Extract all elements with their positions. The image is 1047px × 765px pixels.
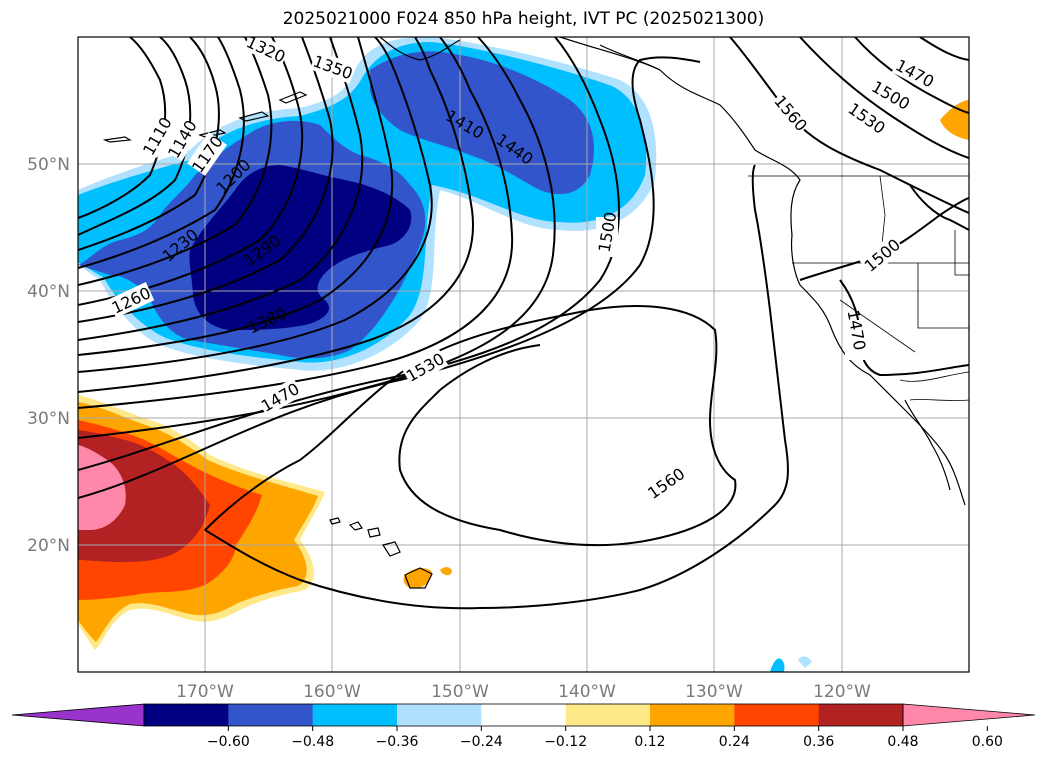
plot-frame [77, 36, 970, 673]
colorbar [11, 703, 1036, 727]
lon-label: 170°W [176, 682, 234, 702]
lon-label: 150°W [431, 682, 489, 702]
lat-label: 30°N [27, 409, 70, 429]
colorbar-extend-min [11, 703, 145, 727]
colorbar-ticks: −0.60 −0.48 −0.36 −0.24 −0.12 0.12 0.24 0.36 0.4… [207, 726, 1003, 750]
colorbar-tick-label: 0.12 [634, 734, 665, 750]
ivt-negative-region [78, 37, 657, 371]
colorbar-segment [734, 704, 820, 726]
lat-label: 50°N [27, 155, 70, 175]
colorbar-segment [228, 704, 314, 726]
map-title: 2025021000 F024 850 hPa height, IVT PC (… [282, 9, 765, 29]
latitude-labels: 50°N 40°N 30°N 20°N [27, 155, 70, 556]
colorbar-segment [312, 704, 398, 726]
colorbar-tick-label: 0.24 [719, 734, 750, 750]
lon-label: 130°W [685, 682, 743, 702]
ivt-positive-patch [403, 568, 432, 589]
colorbar-tick-label: −0.12 [544, 734, 587, 750]
colorbar-extend-max [902, 703, 1036, 727]
ivt-positive-patch [440, 567, 452, 576]
colorbar-segment [481, 704, 567, 726]
colorbar-segment [397, 704, 482, 726]
colorbar-tick-label: 0.36 [803, 734, 834, 750]
colorbar-tick-label: 0.60 [972, 734, 1003, 750]
colorbar-segment [818, 704, 904, 726]
colorbar-outline [143, 703, 904, 727]
gridlines [78, 37, 969, 672]
ivt-negative-patch [798, 656, 812, 668]
lon-label: 120°W [813, 682, 871, 702]
colorbar-segment [650, 704, 735, 726]
colorbar-tick-label: −0.36 [376, 734, 419, 750]
colorbar-tick-label: −0.48 [291, 734, 334, 750]
lon-label: 160°W [303, 682, 361, 702]
lat-label: 20°N [27, 536, 70, 556]
colorbar-tick-label: −0.24 [460, 734, 503, 750]
ivt-negative-patch [770, 658, 785, 672]
lon-label: 140°W [558, 682, 616, 702]
colorbar-segment [144, 704, 229, 726]
height-contours [78, 37, 969, 610]
colorbar-tick-label: −0.60 [207, 734, 250, 750]
coastlines [102, 37, 966, 589]
colorbar-segment [565, 704, 651, 726]
colorbar-tick-label: 0.48 [887, 734, 918, 750]
ivt-positive-region [78, 395, 325, 650]
lat-label: 40°N [27, 282, 70, 302]
longitude-labels: 170°W 160°W 150°W 140°W 130°W 120°W [176, 682, 871, 702]
